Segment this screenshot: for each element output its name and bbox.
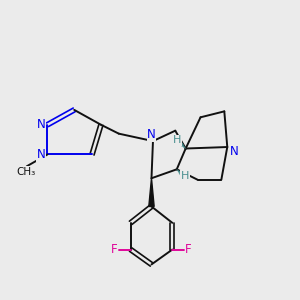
Text: CH₃: CH₃: [16, 167, 36, 177]
Text: N: N: [37, 118, 45, 131]
Text: F: F: [111, 243, 118, 256]
Text: F: F: [185, 243, 192, 256]
Text: N: N: [147, 128, 156, 141]
Text: N: N: [37, 148, 45, 161]
Text: N: N: [230, 145, 238, 158]
Text: H: H: [173, 135, 182, 145]
Text: H: H: [181, 171, 189, 181]
Polygon shape: [149, 178, 154, 206]
